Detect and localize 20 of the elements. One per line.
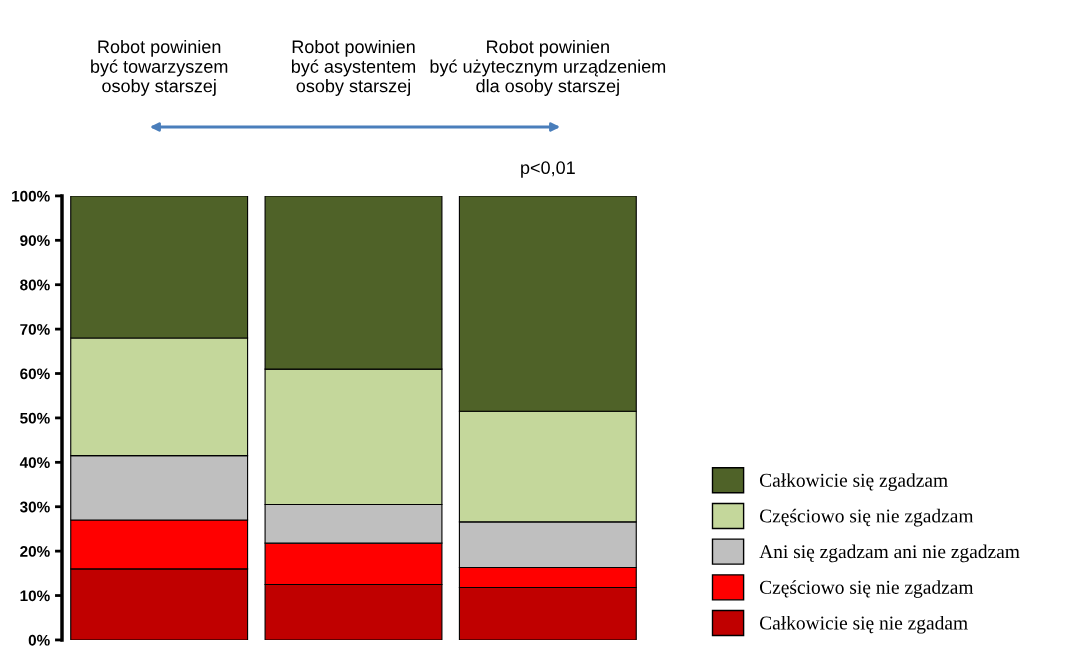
- y-tick-label: 20%: [20, 546, 50, 557]
- legend-label: Całkowicie się zgadzam: [759, 473, 948, 491]
- legend-label: Ani się zgadzam ani nie zgadzam: [759, 544, 1020, 563]
- legend-label: Częściowo się nie zgadzam: [759, 580, 974, 598]
- text: p<0,01: [521, 161, 575, 178]
- y-tick-label: 100%: [12, 190, 50, 202]
- x-tick-label: Robot powinien być użytecznym urządzeniem dla osoby starszej: [430, 39, 666, 96]
- y-tick-label: 50%: [20, 412, 50, 424]
- x-tick-label: Robot powinien być asystentem osoby starszej: [291, 39, 416, 96]
- legend-label: Częściowo się nie zgadzam: [759, 508, 974, 527]
- y-tick-label: 70%: [20, 323, 50, 335]
- y-tick-label: 40%: [19, 457, 50, 469]
- y-tick-label: 60%: [20, 368, 50, 380]
- y-tick-label: 90%: [20, 235, 50, 246]
- legend-label: Całkowicie się nie zgadam: [759, 615, 968, 634]
- y-tick-label: 30%: [19, 501, 50, 513]
- y-tick-label: 10%: [20, 590, 50, 602]
- x-tick-label: Robot powinien być towarzyszem osoby starszej: [91, 39, 228, 96]
- y-tick-label: 80%: [20, 279, 50, 291]
- y-tick-label: 0%: [28, 634, 50, 646]
